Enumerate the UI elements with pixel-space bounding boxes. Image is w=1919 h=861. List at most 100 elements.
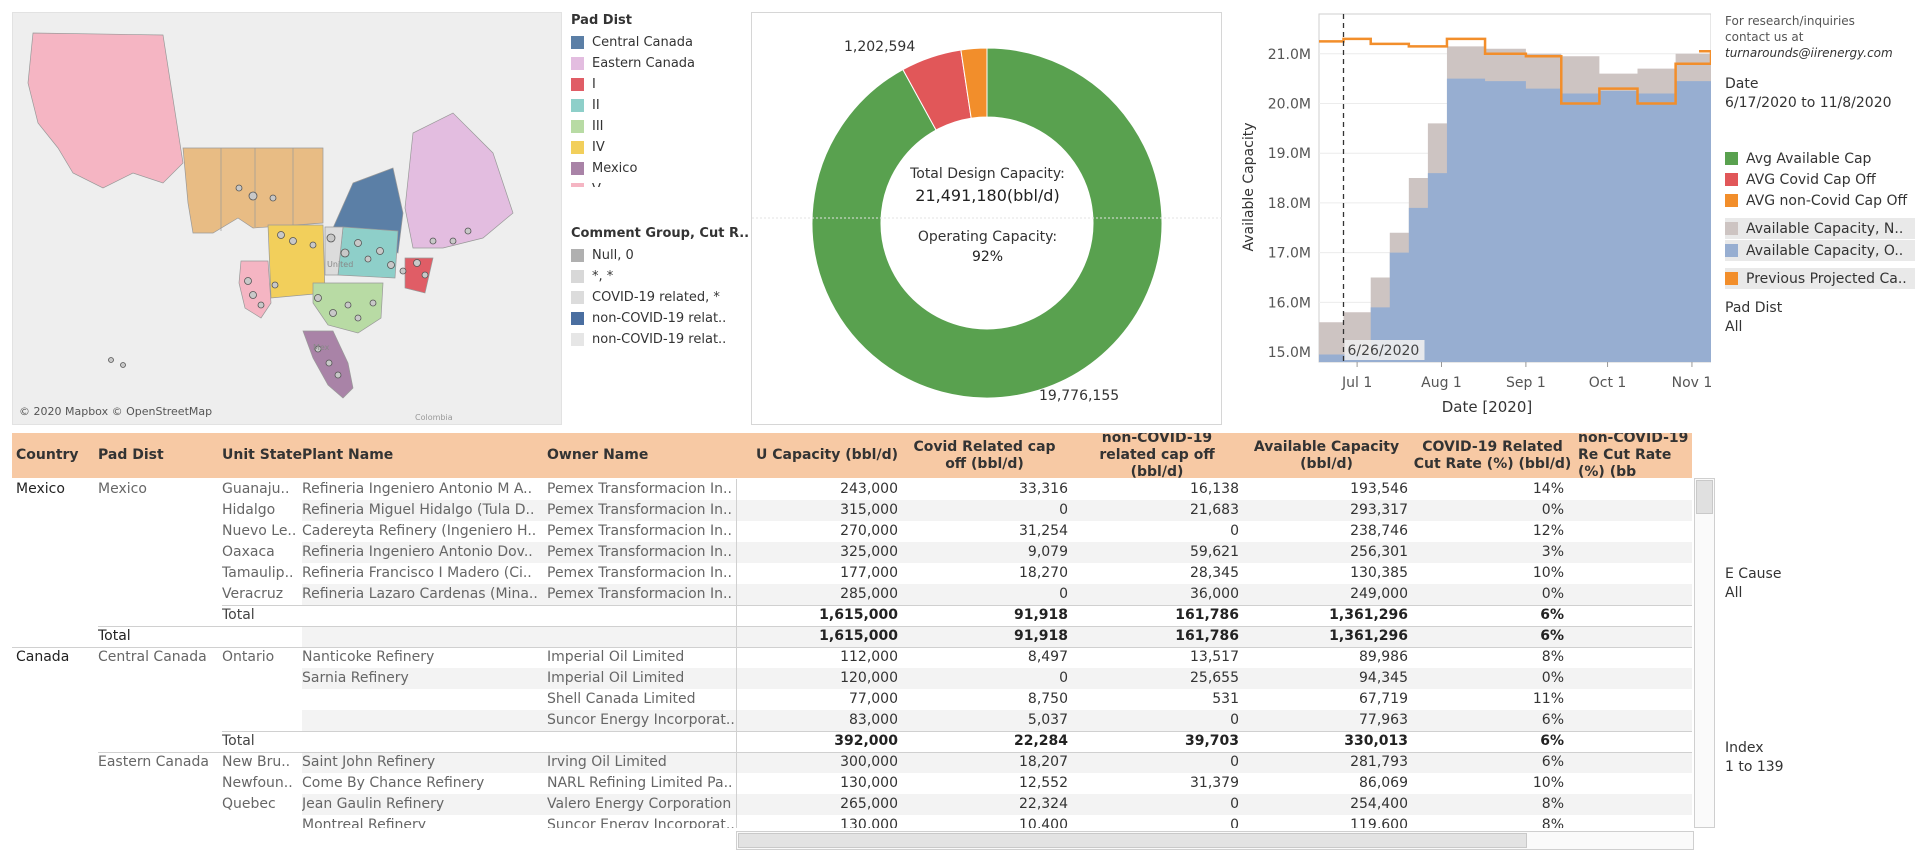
comment-group-legend-label: *, * (592, 269, 614, 284)
map-canvas[interactable] (13, 13, 562, 425)
area-legend-item[interactable]: Available Capacity, O.. (1725, 240, 1915, 261)
previous-projected-legend-item[interactable]: Previous Projected Ca.. (1725, 268, 1915, 289)
pad-dist-legend-label: IV (592, 140, 605, 155)
area-legend-item[interactable]: Available Capacity, N.. (1725, 218, 1915, 239)
cell-covid: 10,400 (1019, 817, 1068, 828)
col-header-noncovid-cut-rate[interactable]: non-COVID-19 Re Cut Rate (%) (bb (1578, 433, 1689, 478)
pad-dist-legend-item[interactable]: Central Canada (571, 32, 741, 53)
table-horizontal-scrollbar[interactable] (736, 831, 1694, 850)
table-row[interactable]: Nuevo Le.. Cadereyta Refinery (Ingeniero … (12, 521, 1692, 542)
cell-plant: Montreal Refinery (302, 817, 427, 828)
date-marker-label: 6/26/2020 (1348, 343, 1420, 359)
table-row[interactable]: Suncor Energy Incorporat.. 83,000 5,037 0 77… (12, 710, 1692, 731)
cell-avail: 256,301 (1350, 544, 1408, 560)
col-header-country[interactable]: Country (16, 447, 79, 463)
table-row[interactable]: Newfoun.. Come By Chance Refinery NARL Ref… (12, 773, 1692, 794)
table-row[interactable]: Hidalgo Refineria Miguel Hidalgo (Tula D.… (12, 500, 1692, 521)
pad-dist-filter-value[interactable]: All (1725, 319, 1743, 335)
cause-filter-value[interactable]: All (1725, 585, 1743, 601)
cell-state: Total (222, 607, 255, 623)
table-body: Mexico Mexico Guanaju.. Refineria Ingeniero… (12, 479, 1692, 828)
table-total-row[interactable]: Total 1,615,000 91,918 161,786 1,361,296 6% (12, 626, 1692, 647)
cause-filter[interactable]: E Cause All (1725, 566, 1915, 601)
table-row[interactable]: Mexico Mexico Guanaju.. Refineria Ingeniero… (12, 479, 1692, 500)
capacity-legend-item[interactable]: AVG Covid Cap Off (1725, 169, 1915, 190)
pad-dist-legend-item[interactable]: II (571, 95, 741, 116)
y-tick-label: 18.0M (1268, 196, 1311, 212)
col-header-noncovid-cap-off[interactable]: non-COVID-19 related cap off (bbl/d) (1099, 433, 1215, 478)
date-filter[interactable]: Date 6/17/2020 to 11/8/2020 (1725, 76, 1915, 111)
col-header-u-capacity[interactable]: U Capacity (bbl/d) (756, 447, 898, 463)
cell-pad (98, 773, 216, 794)
comment-group-legend-item[interactable]: COVID-19 related, * (571, 287, 741, 308)
donut-slice-noncovid[interactable] (960, 47, 988, 119)
pad-dist-legend[interactable]: Pad Dist Central Canada Eastern Canada I II… (571, 13, 741, 187)
table-vertical-scroll-thumb[interactable] (1696, 480, 1713, 514)
cell-covid: 8,750 (1027, 691, 1068, 707)
pad-dist-legend-item[interactable]: I (571, 74, 741, 95)
contact-email[interactable]: turnarounds@iirenergy.com (1725, 46, 1893, 60)
col-header-plant-name[interactable]: Plant Name (302, 447, 394, 463)
cell-owner: Pemex Transformacion In.. (547, 481, 732, 497)
row-stripe (302, 752, 1692, 773)
cell-owner: Pemex Transformacion In.. (547, 565, 732, 581)
pad-dist-legend-item[interactable]: V (571, 179, 741, 187)
donut-slice-available[interactable] (811, 47, 1163, 399)
table-horizontal-scroll-thumb[interactable] (738, 833, 1527, 848)
col-header-unit-state[interactable]: Unit State (222, 447, 302, 463)
capacity-legend-item[interactable]: Avg Available Cap (1725, 148, 1915, 169)
cell-covid: 22,324 (1019, 796, 1068, 812)
comment-group-legend-item[interactable]: Null, 0 (571, 245, 741, 266)
cell-state (222, 626, 296, 647)
comment-group-legend[interactable]: Comment Group, Cut R.. Null, 0 *, * COVID-… (571, 226, 749, 425)
comment-group-legend-item[interactable]: *, * (571, 266, 741, 287)
cell-pad (98, 563, 216, 584)
pad-dist-legend-label: Central Canada (592, 35, 693, 50)
table-row[interactable]: Oaxaca Refineria Ingeniero Antonio Dov.. P… (12, 542, 1692, 563)
cell-rate: 0% (1541, 586, 1564, 602)
col-header-owner-name[interactable]: Owner Name (547, 447, 649, 463)
comment-group-legend-item[interactable]: non-COVID-19 relat.. (571, 308, 741, 329)
cell-rate: 6% (1541, 712, 1564, 728)
series-area-o[interactable] (1319, 78, 1711, 362)
pad-dist-legend-item[interactable]: Eastern Canada (571, 53, 741, 74)
pad-dist-legend-item[interactable]: Mexico (571, 158, 741, 179)
col-header-covid-cap-off[interactable]: Covid Related cap off (bbl/d) (913, 438, 1056, 472)
date-filter-value[interactable]: 6/17/2020 to 11/8/2020 (1725, 95, 1892, 111)
cell-country (16, 563, 96, 584)
index-filter[interactable]: Index 1 to 139 (1725, 740, 1915, 775)
table-total-row[interactable]: Total 1,615,000 91,918 161,786 1,361,296 6% (12, 605, 1692, 626)
series-line-previous-projected[interactable] (1319, 37, 1711, 105)
col-header-pad-dist[interactable]: Pad Dist (98, 447, 164, 463)
table-row[interactable]: Tamaulip.. Refineria Francisco I Madero (… (12, 563, 1692, 584)
table-vertical-scrollbar[interactable] (1694, 478, 1715, 828)
pad-dist-legend-item[interactable]: IV (571, 137, 741, 158)
map-attribution[interactable]: © 2020 Mapbox © OpenStreetMap (19, 405, 213, 418)
pad-dist-legend-swatch (571, 120, 584, 133)
table-row[interactable]: Montreal Refinery Suncor Energy Incorpora… (12, 815, 1692, 828)
pad-dist-legend-label: V (592, 182, 601, 187)
pad-dist-legend-swatch (571, 99, 584, 112)
table-row[interactable]: Veracruz Refineria Lazaro Cardenas (Mina.… (12, 584, 1692, 605)
table-row[interactable]: Canada Central Canada Ontario Nanticoke Ref… (12, 647, 1692, 668)
table-row[interactable]: Sarnia Refinery Imperial Oil Limited 120,0… (12, 668, 1692, 689)
refinery-map[interactable]: United Mex Colombia © 2020 Mapbox © Open… (12, 12, 562, 425)
index-filter-value[interactable]: 1 to 139 (1725, 759, 1784, 775)
cell-country (16, 731, 96, 752)
pad-dist-filter[interactable]: Pad Dist All (1725, 300, 1915, 335)
table-row[interactable]: Quebec Jean Gaulin Refinery Valero Energy … (12, 794, 1692, 815)
cell-covid: 5,037 (1027, 712, 1068, 728)
col-header-available-capacity[interactable]: Available Capacity (bbl/d) (1253, 438, 1400, 472)
col-header-covid-cut-rate[interactable]: COVID-19 Related Cut Rate (%) (bbl/d) (1413, 438, 1572, 472)
cell-ucap: 130,000 (840, 775, 898, 791)
capacity-legend-item[interactable]: AVG non-Covid Cap Off (1725, 190, 1915, 211)
table-row[interactable]: Eastern Canada New Bru.. Saint John Refine… (12, 752, 1692, 773)
cell-ucap: 325,000 (840, 544, 898, 560)
table-row[interactable]: Shell Canada Limited 77,000 8,750 531 67,719… (12, 689, 1692, 710)
table-total-row[interactable]: Total 392,000 22,284 39,703 330,013 6% (12, 731, 1692, 752)
comment-group-legend-item[interactable]: non-COVID-19 relat.. (571, 329, 741, 350)
pad-dist-legend-item[interactable]: III (571, 116, 741, 137)
cell-state: Quebec (222, 796, 276, 812)
y-axis-title: Available Capacity (1241, 122, 1257, 251)
refinery-table[interactable]: Country Pad Dist Unit State Plant Name O… (12, 433, 1692, 828)
